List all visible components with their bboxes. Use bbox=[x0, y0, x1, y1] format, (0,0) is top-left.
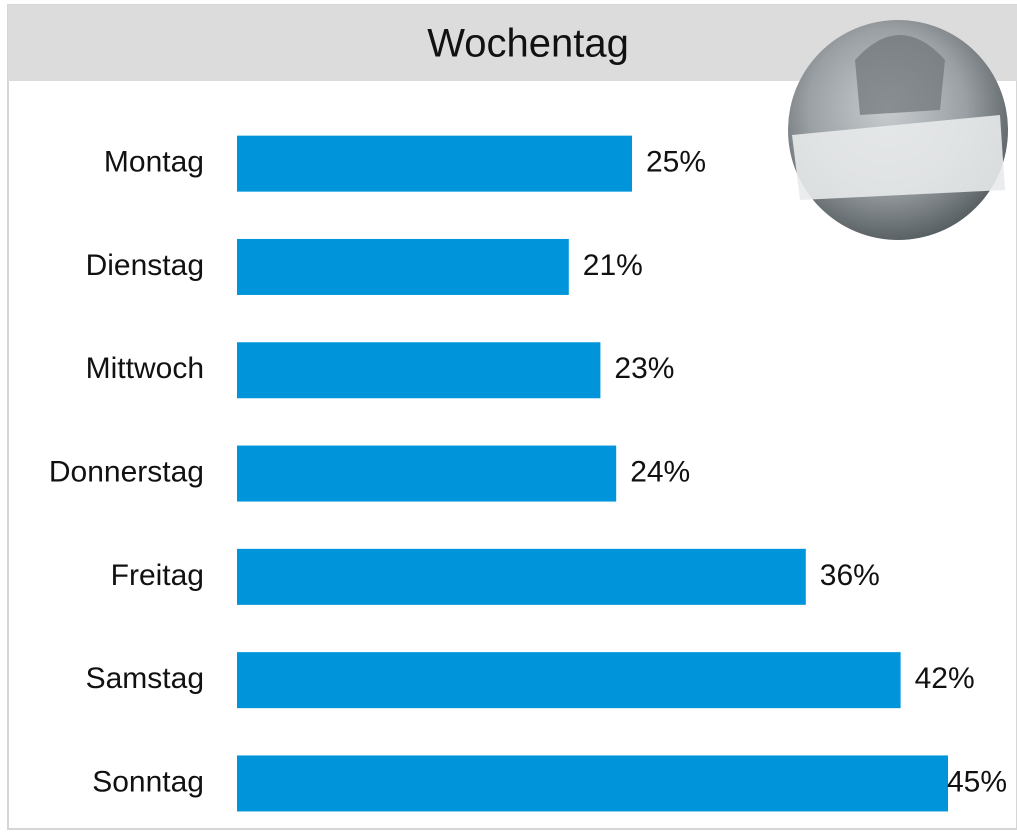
value-label: 42% bbox=[915, 662, 975, 695]
chart-title: Wochentag bbox=[427, 22, 629, 66]
bar bbox=[237, 755, 948, 811]
bar bbox=[237, 652, 901, 708]
category-label: Donnerstag bbox=[49, 455, 204, 488]
value-label: 36% bbox=[820, 559, 880, 592]
bar bbox=[237, 342, 600, 398]
category-label: Samstag bbox=[86, 662, 204, 695]
category-label: Montag bbox=[104, 146, 204, 179]
value-label: 25% bbox=[646, 146, 706, 179]
value-label: 24% bbox=[630, 455, 690, 488]
bar bbox=[237, 446, 616, 502]
bar bbox=[237, 549, 806, 605]
category-label: Dienstag bbox=[86, 249, 204, 282]
value-label: 45% bbox=[947, 765, 1007, 798]
category-label: Sonntag bbox=[92, 765, 204, 798]
bar bbox=[237, 239, 569, 295]
bar bbox=[237, 136, 632, 192]
chart: Wochentag Montag 25% Dienstag 21% Mittwoch 23… bbox=[0, 0, 1017, 833]
photo bbox=[788, 20, 1008, 240]
value-label: 23% bbox=[614, 352, 674, 385]
category-label: Mittwoch bbox=[86, 352, 204, 385]
category-label: Freitag bbox=[111, 559, 204, 592]
value-label: 21% bbox=[583, 249, 643, 282]
